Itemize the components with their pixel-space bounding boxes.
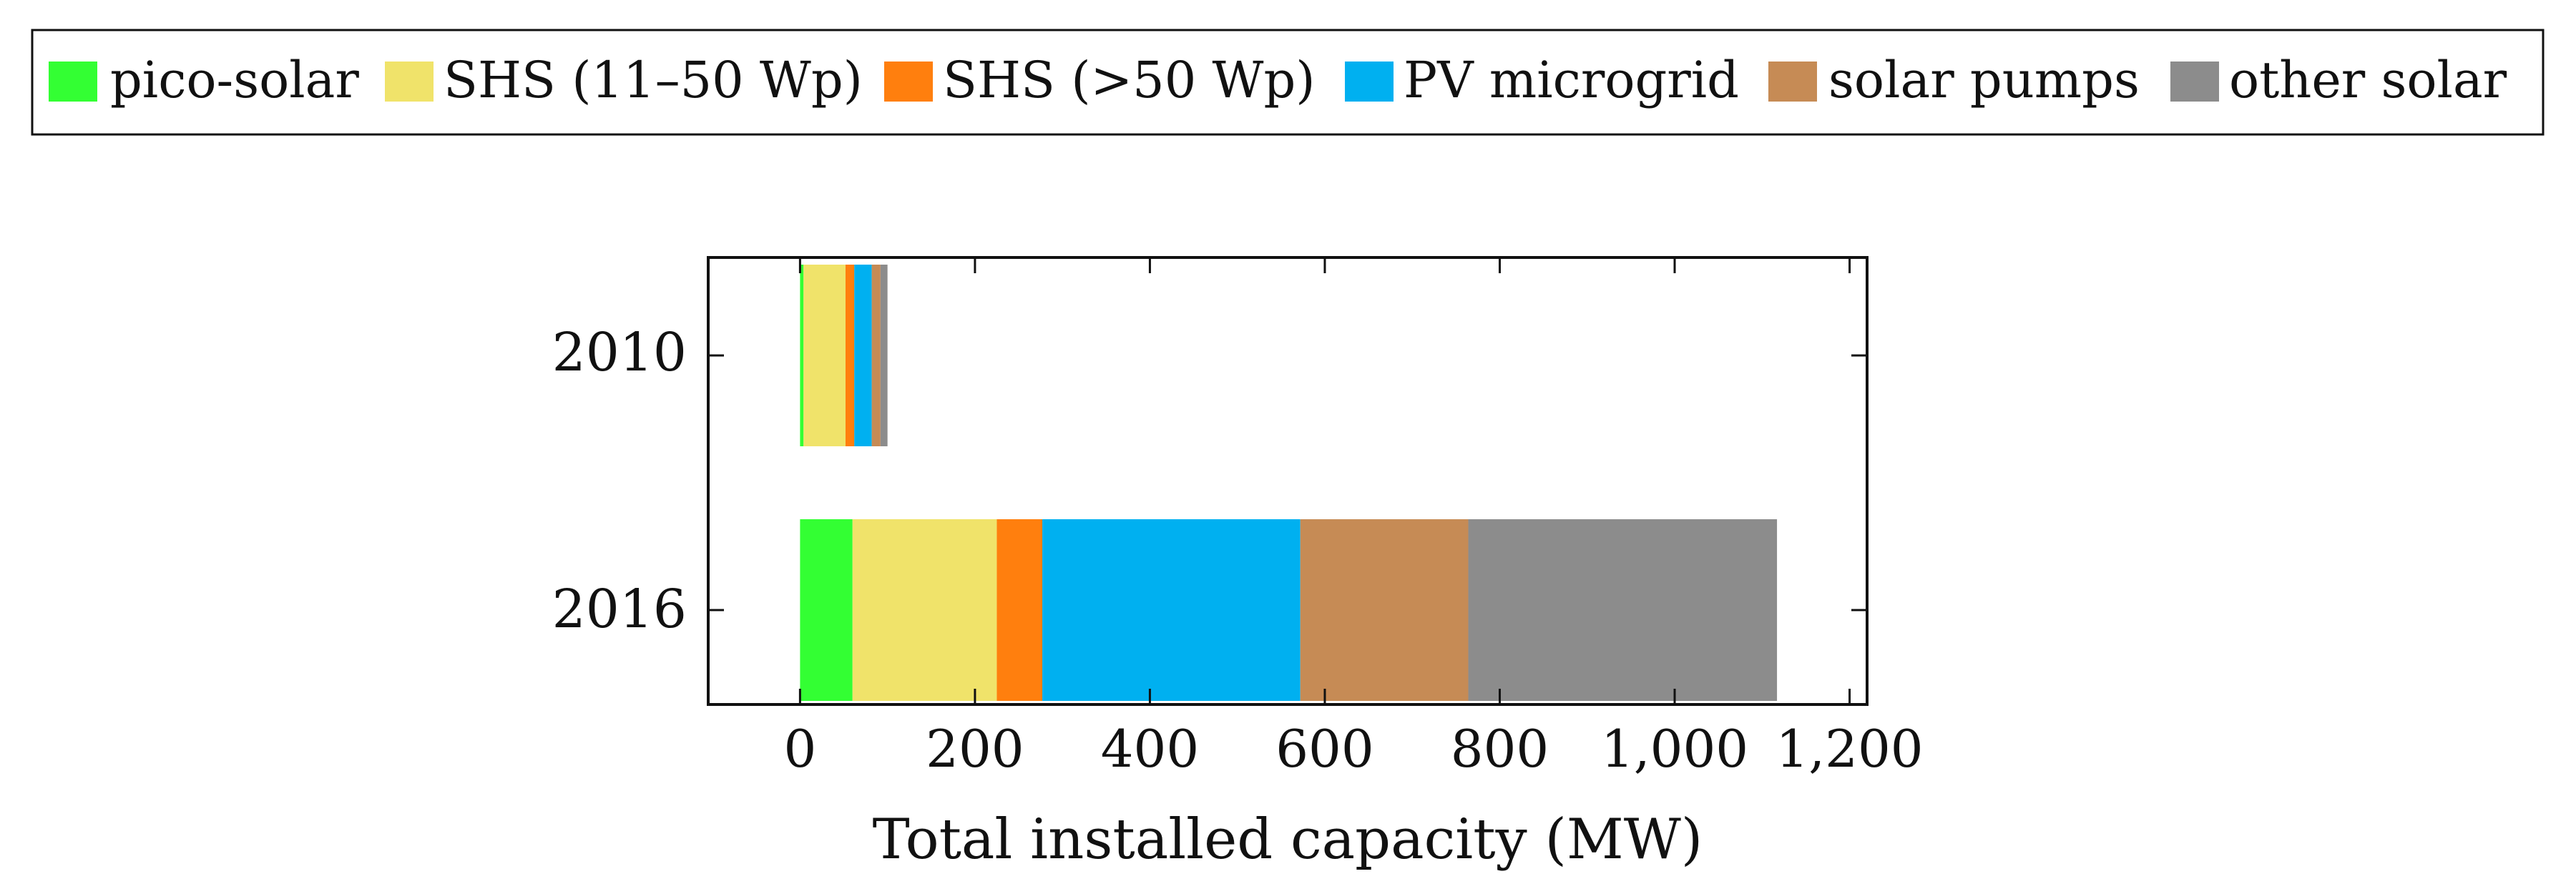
legend-label-shs-50plus: SHS (>50 Wp) bbox=[943, 51, 1316, 109]
bar-2016-pv-microgrid bbox=[1042, 519, 1301, 701]
bar-2010-pico-solar bbox=[800, 265, 804, 446]
legend-label-pv-microgrid: PV microgrid bbox=[1404, 51, 1739, 109]
plot-frame bbox=[707, 256, 1869, 706]
legend-swatch-shs-50plus bbox=[884, 62, 933, 102]
legend-swatch-pv-microgrid bbox=[1345, 62, 1394, 102]
legend-entry-shs-50plus: SHS (>50 Wp) bbox=[884, 51, 1316, 109]
bar-2016-shs-50-wp bbox=[996, 519, 1043, 701]
x-tick-label-800: 800 bbox=[1451, 719, 1549, 779]
y-tick-label-2016: 2016 bbox=[552, 579, 687, 640]
x-tick-label-1200: 1,200 bbox=[1776, 719, 1923, 779]
legend-entry-pico-solar: pico-solar bbox=[49, 51, 359, 109]
legend-frame bbox=[31, 29, 2545, 136]
y-tick-label-2010: 2010 bbox=[552, 322, 687, 383]
legend-swatch-pico-solar bbox=[49, 62, 97, 102]
legend-label-solar-pumps: solar pumps bbox=[1828, 51, 2140, 109]
bar-2016-pico-solar bbox=[800, 519, 853, 701]
x-tick-label-0: 0 bbox=[783, 719, 816, 779]
legend: pico-solar SHS (11–50 Wp) SHS (>50 Wp) P… bbox=[31, 29, 2545, 136]
legend-label-other-solar: other solar bbox=[2229, 51, 2507, 109]
legend-entry-shs-11-50: SHS (11–50 Wp) bbox=[385, 51, 863, 109]
x-tick-label-1000: 1,000 bbox=[1601, 719, 1748, 779]
legend-swatch-other-solar bbox=[2170, 62, 2219, 102]
x-tick-label-600: 600 bbox=[1275, 719, 1373, 779]
x-tick-label-200: 200 bbox=[926, 719, 1024, 779]
legend-entry-solar-pumps: solar pumps bbox=[1768, 51, 2140, 109]
bar-2016-shs-11-50-wp bbox=[852, 519, 997, 701]
bar-2010-shs-50-wp bbox=[845, 265, 855, 446]
legend-swatch-shs-11-50 bbox=[385, 62, 434, 102]
legend-entry-other-solar: other solar bbox=[2170, 51, 2507, 109]
bar-2010-solar-pumps bbox=[871, 265, 881, 446]
legend-entry-pv-microgrid: PV microgrid bbox=[1345, 51, 1739, 109]
bar-2010-other-solar bbox=[880, 265, 888, 446]
bar-2010-shs-11-50-wp bbox=[803, 265, 846, 446]
bars bbox=[800, 265, 1778, 701]
bar-2016-solar-pumps bbox=[1300, 519, 1469, 701]
x-axis-title: Total installed capacity (MW) bbox=[873, 807, 1703, 872]
x-tick-labels: 0 200 400 600 800 1,000 1,200 bbox=[783, 719, 1923, 779]
x-tick-label-400: 400 bbox=[1101, 719, 1199, 779]
legend-swatch-solar-pumps bbox=[1768, 62, 1817, 102]
ticks bbox=[708, 257, 1867, 704]
legend-label-pico-solar: pico-solar bbox=[110, 51, 359, 109]
bar-2016-other-solar bbox=[1468, 519, 1778, 701]
bar-2010-pv-microgrid bbox=[854, 265, 872, 446]
legend-label-shs-11-50: SHS (11–50 Wp) bbox=[444, 51, 863, 109]
